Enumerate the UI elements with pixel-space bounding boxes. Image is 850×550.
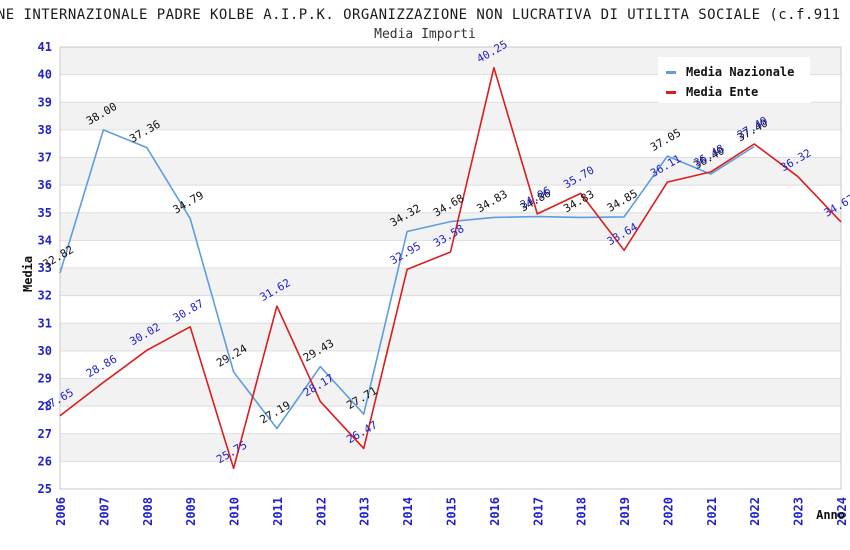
svg-text:30: 30 xyxy=(38,344,52,358)
svg-text:2019: 2019 xyxy=(618,497,632,526)
svg-text:32.95: 32.95 xyxy=(388,239,423,267)
legend: Media Nazionale Media Ente xyxy=(658,57,810,103)
svg-text:34.83: 34.83 xyxy=(561,188,596,216)
x-axis-title: Anno xyxy=(816,508,845,522)
svg-text:2008: 2008 xyxy=(141,497,155,526)
chart-title: ONE INTERNAZIONALE PADRE KOLBE A.I.P.K. … xyxy=(0,7,841,23)
plot-bands xyxy=(60,47,841,462)
svg-text:39: 39 xyxy=(38,95,52,109)
svg-text:2024: 2024 xyxy=(835,497,849,526)
svg-text:2014: 2014 xyxy=(401,497,415,526)
y-axis-title: Media xyxy=(21,256,35,292)
legend-item-media-nazionale: Media Nazionale xyxy=(666,62,810,82)
svg-text:38: 38 xyxy=(38,123,52,137)
gridlines xyxy=(60,46,841,490)
svg-text:34.83: 34.83 xyxy=(475,188,510,216)
svg-text:2012: 2012 xyxy=(314,497,328,526)
svg-text:2006: 2006 xyxy=(54,497,68,526)
legend-item-media-ente: Media Ente xyxy=(666,82,810,102)
svg-text:2011: 2011 xyxy=(271,497,285,526)
svg-text:2013: 2013 xyxy=(358,497,372,526)
media-nazionale-line xyxy=(59,129,755,430)
svg-text:2010: 2010 xyxy=(228,497,242,526)
media-nazionale-line-swatch-icon xyxy=(666,70,676,74)
svg-text:27.65: 27.65 xyxy=(41,386,76,414)
svg-text:41: 41 xyxy=(38,40,52,54)
svg-text:2018: 2018 xyxy=(575,497,589,526)
media-ente-line-swatch-icon xyxy=(666,90,676,94)
svg-text:37: 37 xyxy=(38,151,52,165)
svg-text:29: 29 xyxy=(38,372,52,386)
svg-text:26: 26 xyxy=(38,454,52,468)
svg-text:2022: 2022 xyxy=(748,497,762,526)
chart-subtitle: Media Importi xyxy=(374,27,476,42)
data-labels-media-nazionale: 32.8238.0037.3634.7929.2427.1929.4327.71… xyxy=(41,100,770,426)
svg-text:35: 35 xyxy=(38,206,52,220)
svg-text:25: 25 xyxy=(38,482,52,496)
svg-text:2017: 2017 xyxy=(531,497,545,526)
media-ente-line xyxy=(59,66,842,470)
plot-border xyxy=(59,46,842,490)
svg-text:27: 27 xyxy=(38,427,52,441)
y-axis-ticks: 25 26 27 28 29 30 31 32 33 34 35 36 37 38 39 40 41 xyxy=(38,40,52,496)
svg-text:2016: 2016 xyxy=(488,497,502,526)
svg-text:2020: 2020 xyxy=(661,497,675,526)
legend-label: Media Nazionale xyxy=(686,65,795,79)
svg-text:2015: 2015 xyxy=(445,497,459,526)
svg-text:32: 32 xyxy=(38,289,52,303)
svg-text:34: 34 xyxy=(38,233,52,247)
svg-text:2023: 2023 xyxy=(792,497,806,526)
svg-text:40: 40 xyxy=(38,68,52,82)
svg-text:31: 31 xyxy=(38,316,52,330)
svg-text:28: 28 xyxy=(38,399,52,413)
svg-text:30.87: 30.87 xyxy=(171,297,206,325)
svg-text:2021: 2021 xyxy=(705,497,719,526)
svg-text:34.85: 34.85 xyxy=(605,187,640,215)
svg-text:2009: 2009 xyxy=(184,497,198,526)
svg-text:33: 33 xyxy=(38,261,52,275)
svg-text:28.86: 28.86 xyxy=(84,352,119,380)
legend-label: Media Ente xyxy=(686,85,759,99)
svg-text:2007: 2007 xyxy=(97,497,111,526)
x-axis-ticks: 2006 2007 2008 2009 2010 2011 2012 2013 2014 2015… xyxy=(54,497,849,526)
svg-text:36: 36 xyxy=(38,178,52,192)
